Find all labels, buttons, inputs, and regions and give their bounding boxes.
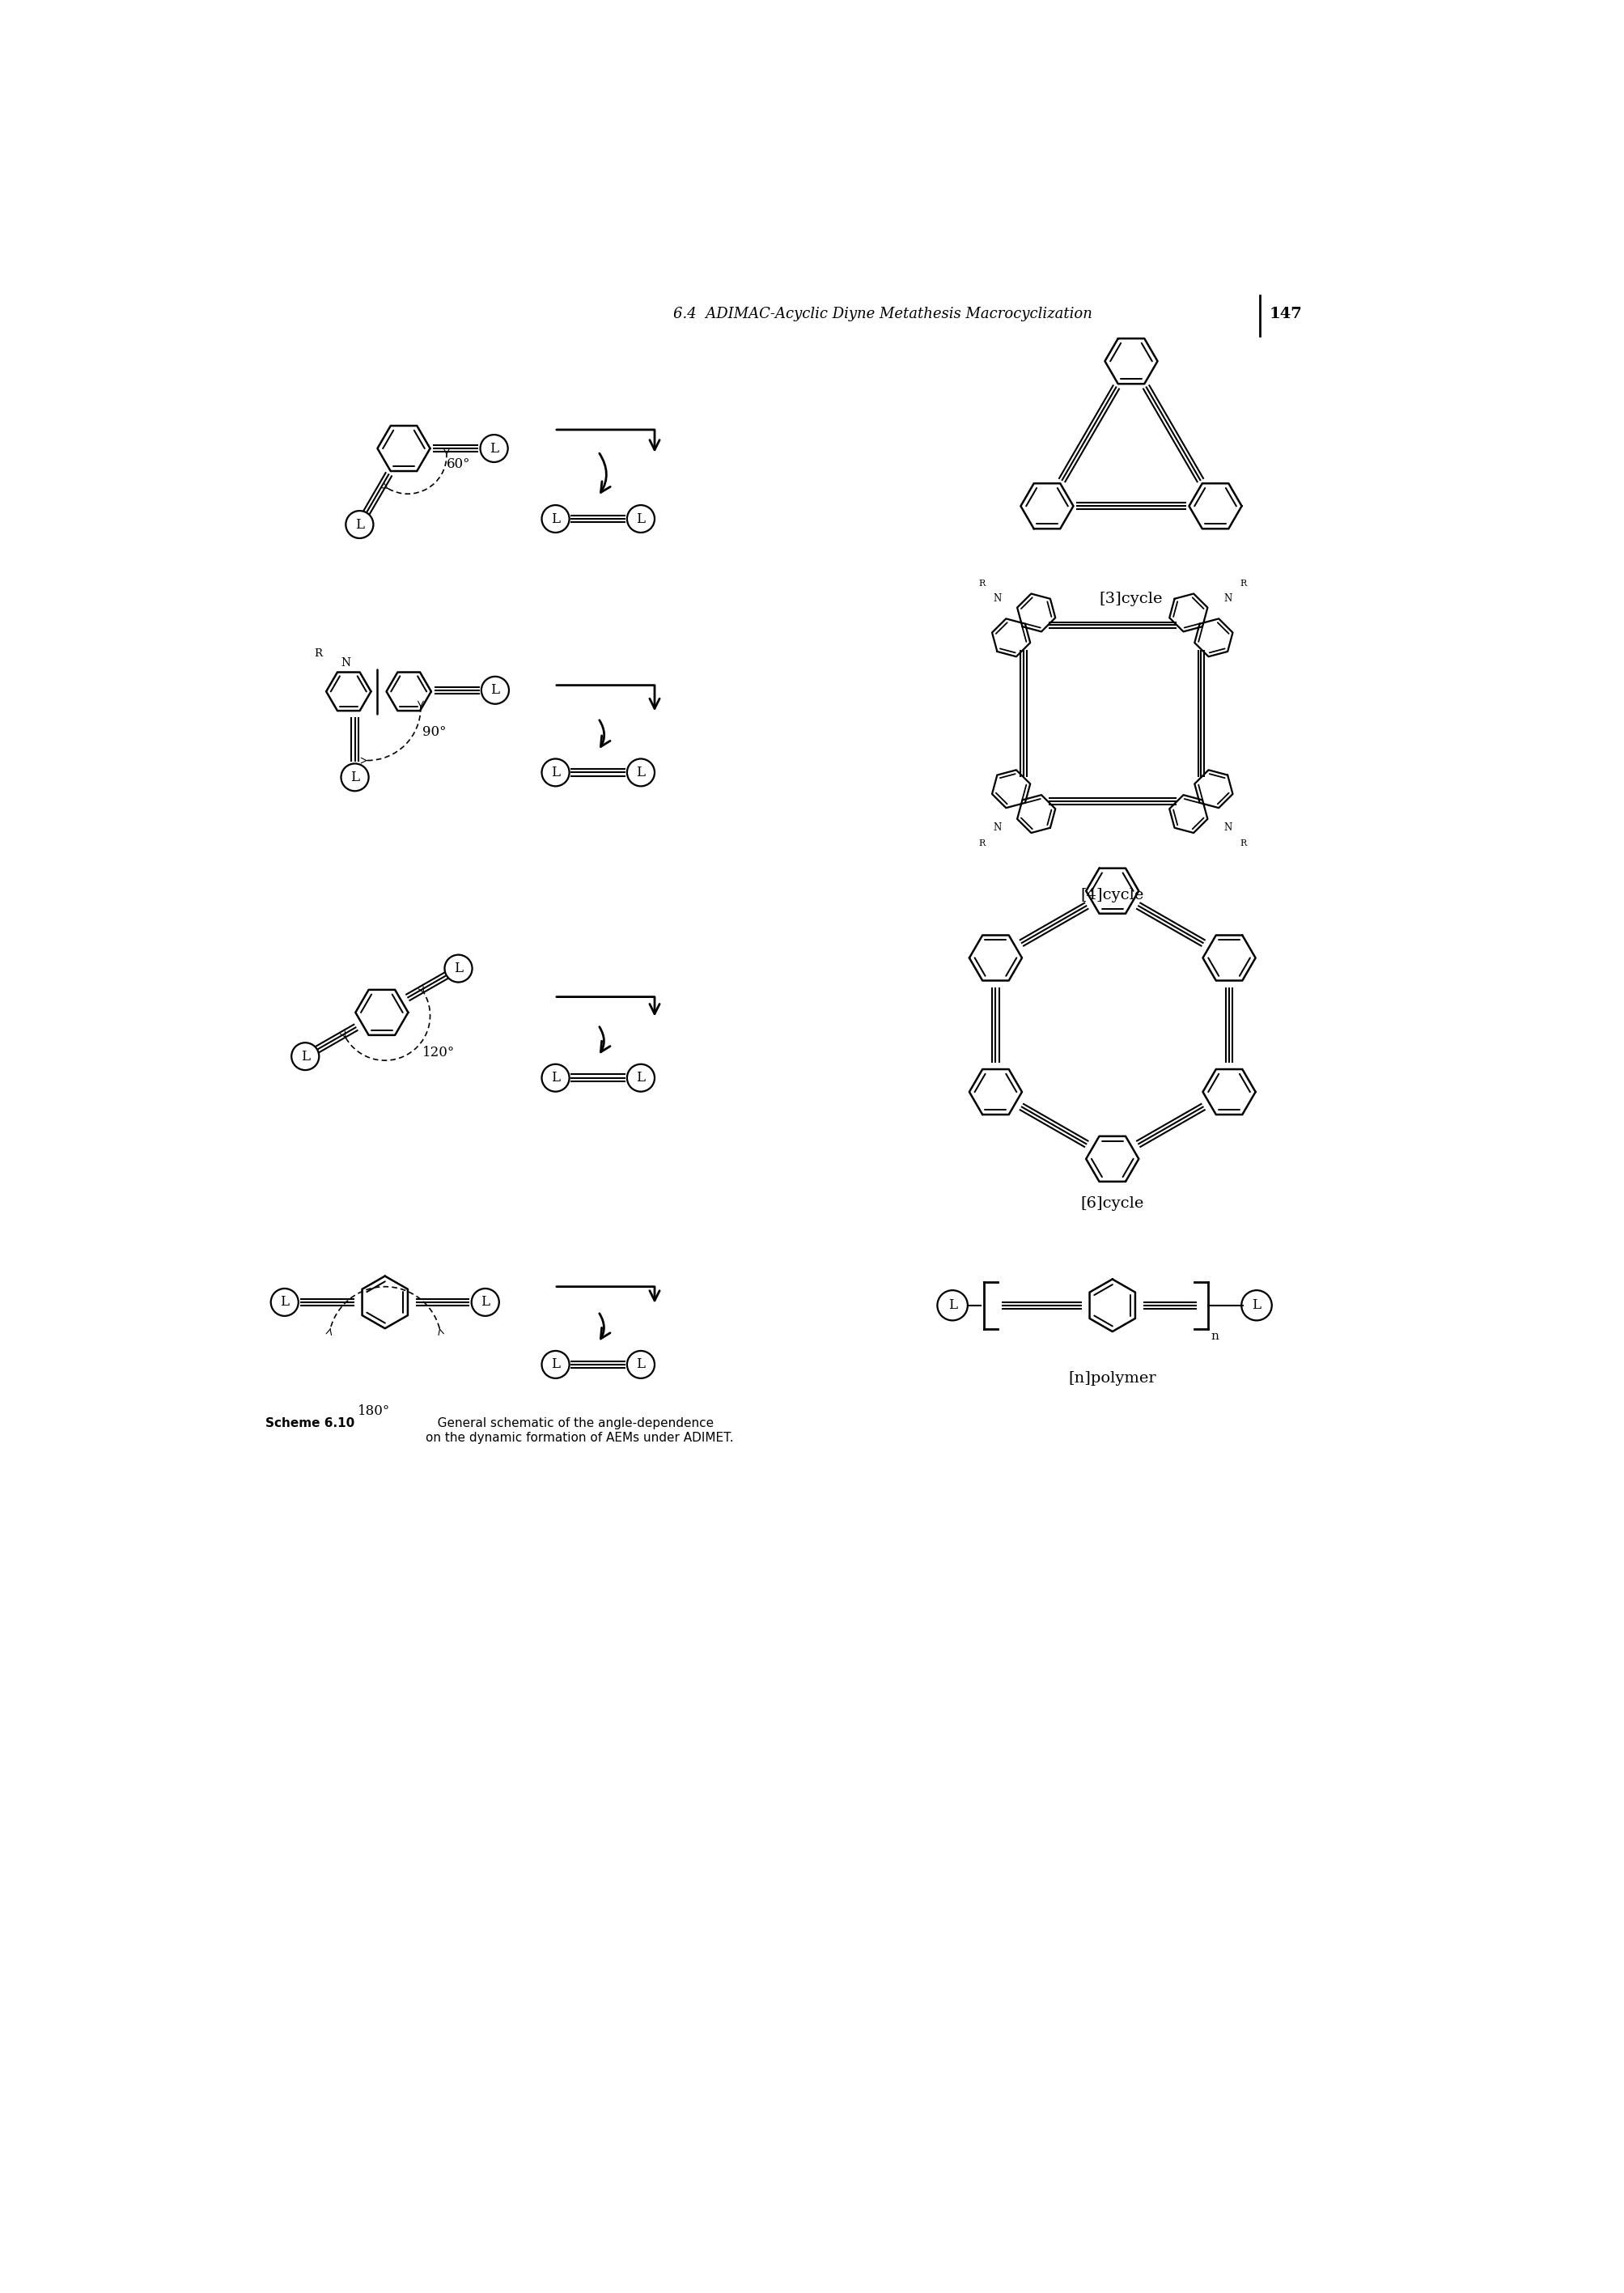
Text: 6.4  ADIMAC-Acyclic Diyne Metathesis Macrocyclization: 6.4 ADIMAC-Acyclic Diyne Metathesis Macr… <box>672 307 1091 321</box>
Text: R: R <box>978 580 984 587</box>
Text: N: N <box>1223 594 1231 603</box>
Text: L: L <box>481 1296 489 1309</box>
Text: R: R <box>313 649 322 658</box>
Text: N: N <box>1223 823 1231 832</box>
Text: 147: 147 <box>1268 307 1301 321</box>
Text: L: L <box>453 961 463 975</box>
Text: L: L <box>551 1357 560 1371</box>
Text: L: L <box>356 518 364 532</box>
Text: Scheme 6.10: Scheme 6.10 <box>266 1417 356 1429</box>
Text: L: L <box>1252 1298 1260 1312</box>
Text: N: N <box>992 823 1000 832</box>
Text: L: L <box>300 1050 310 1064</box>
Text: L: L <box>637 511 645 525</box>
Text: 90°: 90° <box>422 725 447 738</box>
Text: L: L <box>637 1357 645 1371</box>
Text: 120°: 120° <box>422 1046 455 1059</box>
Text: [3]cycle: [3]cycle <box>1099 592 1163 608</box>
Text: L: L <box>490 683 499 697</box>
Text: L: L <box>551 766 560 780</box>
Text: L: L <box>279 1296 289 1309</box>
Text: n: n <box>1210 1330 1218 1341</box>
Text: L: L <box>489 443 499 456</box>
Text: L: L <box>947 1298 957 1312</box>
Text: N: N <box>341 658 351 670</box>
Text: R: R <box>978 839 984 848</box>
Text: [4]cycle: [4]cycle <box>1080 887 1143 901</box>
Text: R: R <box>1239 839 1246 848</box>
Text: 60°: 60° <box>447 459 471 472</box>
Text: N: N <box>992 594 1000 603</box>
Text: L: L <box>637 1071 645 1085</box>
Text: R: R <box>1239 580 1246 587</box>
Text: General schematic of the angle-dependence
on the dynamic formation of AEMs under: General schematic of the angle-dependenc… <box>425 1417 734 1445</box>
Text: [n]polymer: [n]polymer <box>1069 1371 1156 1385</box>
Text: L: L <box>637 766 645 780</box>
Text: [6]cycle: [6]cycle <box>1080 1197 1143 1211</box>
Text: L: L <box>351 770 359 784</box>
Text: 180°: 180° <box>357 1403 390 1417</box>
Text: L: L <box>551 511 560 525</box>
Text: L: L <box>551 1071 560 1085</box>
